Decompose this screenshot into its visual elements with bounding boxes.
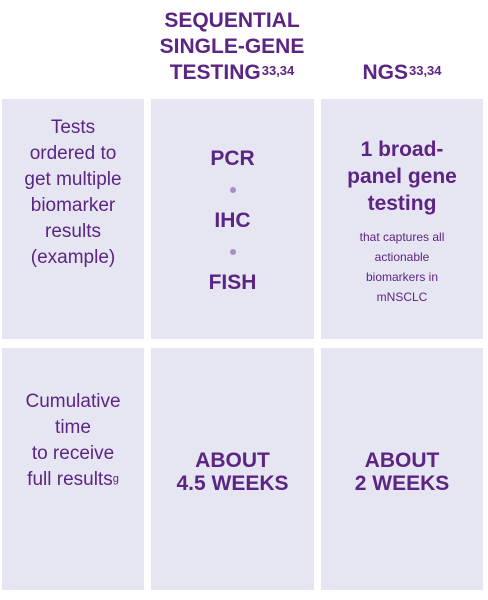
- test-item-pcr: PCR: [210, 147, 255, 170]
- header-line: SEQUENTIAL: [164, 9, 300, 32]
- reference-superscript: 33,34: [408, 63, 442, 78]
- ngs-tests-cell: 1 broad- panel gene testing that capture…: [321, 99, 483, 339]
- row-label-line: full resultsg: [2, 467, 144, 493]
- row-label-line: Cumulative: [25, 391, 121, 412]
- test-item-fish: FISH: [208, 271, 257, 294]
- ngs-desc-line: actionable: [374, 250, 430, 264]
- ngs-desc-line: that captures all: [359, 230, 445, 244]
- row-label-line: get multiple: [24, 169, 122, 190]
- row-label: Tests ordered to get multiple biomarker …: [2, 115, 144, 271]
- row-label-line: biomarker: [30, 195, 116, 216]
- ngs-time-cell: ABOUT 2 WEEKS: [321, 348, 483, 590]
- bullet-dot-icon: [229, 248, 236, 255]
- header-line-text: NGS: [362, 61, 408, 84]
- footnote-superscript: g: [112, 473, 119, 485]
- row-label-line: Tests: [50, 117, 96, 138]
- ngs-desc-line: mNSCLC: [376, 290, 428, 304]
- test-list: PCR IHC FISH: [151, 145, 314, 296]
- ngs-header: NGS33,34: [321, 60, 483, 86]
- ngs-time-value: ABOUT 2 WEEKS: [321, 449, 483, 495]
- header-line: TESTING33,34: [151, 60, 313, 86]
- ngs-desc-line: biomarkers in: [365, 270, 439, 284]
- time-line: 2 WEEKS: [354, 472, 450, 495]
- ngs-title-line: 1 broad-: [360, 138, 444, 161]
- sequential-testing-header: SEQUENTIAL SINGLE-GENE TESTING33,34: [151, 8, 313, 86]
- test-item-ihc: IHC: [214, 209, 251, 232]
- row-label-line: results: [45, 221, 101, 242]
- row-label-line: time: [55, 417, 91, 438]
- time-line: ABOUT: [364, 449, 440, 472]
- reference-superscript: 33,34: [261, 63, 295, 78]
- time-line: ABOUT: [195, 449, 270, 472]
- bullet-dot-icon: [229, 186, 236, 193]
- ngs-title-line: testing: [367, 192, 437, 215]
- row-label: Cumulative time to receive full resultsg: [2, 389, 144, 493]
- row-label-line: ordered to: [29, 143, 117, 164]
- time-line: 4.5 WEEKS: [176, 472, 289, 495]
- sequential-time-cell: ABOUT 4.5 WEEKS: [151, 348, 314, 590]
- row-label-line: to receive: [31, 443, 115, 464]
- ngs-test-title: 1 broad- panel gene testing: [321, 136, 483, 217]
- row-label-line: (example): [30, 247, 116, 268]
- sequential-tests-cell: PCR IHC FISH: [151, 99, 314, 339]
- ngs-test-description: that captures all actionable biomarkers …: [321, 227, 483, 307]
- sequential-time-value: ABOUT 4.5 WEEKS: [151, 449, 314, 495]
- ngs-title-line: panel gene: [347, 165, 457, 188]
- row-label-cell-time: Cumulative time to receive full resultsg: [2, 348, 144, 590]
- row-label-text: full results: [27, 469, 113, 490]
- header-line-text: TESTING: [169, 61, 261, 84]
- header-line: SINGLE-GENE: [159, 35, 305, 58]
- row-label-cell-tests: Tests ordered to get multiple biomarker …: [2, 99, 144, 339]
